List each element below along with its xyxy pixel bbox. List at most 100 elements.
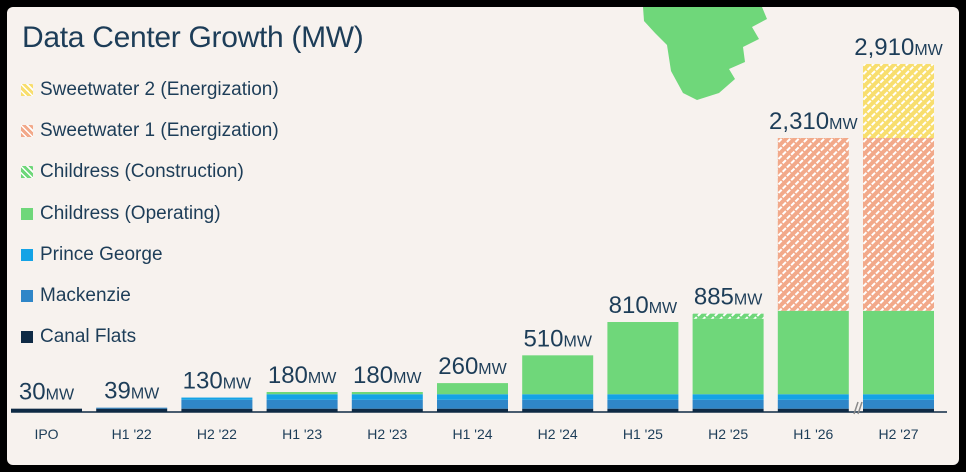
bar-segment-canal-flats bbox=[11, 408, 82, 412]
x-tick-label: H1 '26 bbox=[793, 426, 833, 442]
chart-legend: Sweetwater 2 (Energization) Sweetwater 1 … bbox=[21, 69, 279, 358]
x-tick-label: H1 '24 bbox=[452, 426, 492, 442]
bar-segment-prince-george bbox=[777, 394, 849, 400]
legend-label: Sweetwater 2 (Energization) bbox=[40, 78, 279, 100]
bar-segment-sweetwater-1-energization bbox=[777, 138, 849, 311]
bar-h2-27: 2,910MW H2 '27 bbox=[854, 34, 943, 442]
data-label-total: 885MW bbox=[694, 284, 763, 311]
bar-segment-mackenzie bbox=[777, 399, 849, 409]
legend-swatch bbox=[21, 124, 33, 137]
bar-segment-prince-george bbox=[351, 394, 423, 400]
bar-segment-mackenzie bbox=[522, 399, 594, 409]
texas-map-shape bbox=[643, 7, 767, 100]
bar-segment-mackenzie bbox=[351, 399, 423, 409]
bar-segment-canal-flats bbox=[522, 408, 594, 412]
bar-ipo: 30MW IPO bbox=[11, 379, 82, 442]
x-tick-label: H1 '25 bbox=[623, 426, 663, 442]
chart-title: Data Center Growth (MW) bbox=[22, 21, 364, 54]
bar-segment-sweetwater-2-energization bbox=[863, 63, 934, 139]
x-tick-label: H2 '22 bbox=[197, 426, 237, 442]
bar-segment-canal-flats bbox=[863, 408, 934, 412]
bar-segment-childress-operating bbox=[351, 392, 423, 395]
legend-label: Prince George bbox=[40, 243, 163, 265]
bar-h1-22: 39MW H1 '22 bbox=[96, 378, 168, 442]
x-tick-label: H2 '23 bbox=[367, 426, 407, 442]
data-label-total: 260MW bbox=[438, 353, 507, 380]
bar-segment-childress-operating bbox=[863, 310, 934, 395]
legend-item-sweetwater-2-energization: Sweetwater 2 (Energization) bbox=[21, 69, 279, 110]
data-label-total: 39MW bbox=[104, 378, 160, 405]
chart-panel: Data Center Growth (MW) Sweetwater 2 (En… bbox=[7, 7, 959, 465]
bar-segment-mackenzie bbox=[96, 407, 168, 409]
bar-segment-prince-george bbox=[863, 394, 934, 400]
legend-label: Canal Flats bbox=[40, 326, 137, 348]
bar-h2-23: 180MW H2 '23 bbox=[351, 362, 423, 442]
legend-swatch bbox=[21, 207, 33, 220]
bar-segment-canal-flats bbox=[351, 408, 423, 412]
legend-item-mackenzie: Mackenzie bbox=[21, 275, 279, 316]
bar-h1-24: 260MW H1 '24 bbox=[437, 353, 508, 442]
bar-h2-25: 885MW H2 '25 bbox=[692, 284, 764, 442]
bar-segment-canal-flats bbox=[607, 408, 679, 412]
x-tick-label: H2 '24 bbox=[538, 426, 578, 442]
bar-segment-canal-flats bbox=[692, 408, 764, 412]
legend-label: Childress (Construction) bbox=[40, 161, 244, 183]
data-label-total: 30MW bbox=[19, 379, 75, 406]
legend-item-prince-george: Prince George bbox=[21, 234, 279, 275]
legend-item-canal-flats: Canal Flats bbox=[21, 317, 279, 358]
bar-segment-prince-george bbox=[692, 394, 764, 400]
bar-segment-childress-operating bbox=[437, 383, 508, 395]
legend-item-sweetwater-1-energization: Sweetwater 1 (Energization) bbox=[21, 110, 279, 151]
x-tick-label: H1 '22 bbox=[112, 426, 152, 442]
bar-segment-childress-construction bbox=[692, 313, 764, 319]
legend-swatch bbox=[21, 331, 33, 344]
bar-segment-canal-flats bbox=[181, 408, 253, 412]
bar-segment-mackenzie bbox=[607, 399, 679, 409]
axis-break-mark bbox=[853, 401, 863, 415]
bar-segment-prince-george bbox=[607, 394, 679, 400]
data-label-total: 510MW bbox=[523, 325, 592, 352]
bar-segment-canal-flats bbox=[96, 408, 168, 412]
data-label-total: 2,910MW bbox=[854, 34, 943, 61]
bar-segment-childress-operating bbox=[692, 318, 764, 395]
bar-segment-childress-operating bbox=[777, 310, 849, 395]
x-tick-label: H2 '25 bbox=[708, 426, 748, 442]
bar-segment-mackenzie bbox=[863, 399, 934, 409]
bar-segment-prince-george bbox=[522, 394, 594, 400]
bar-segment-prince-george bbox=[437, 394, 508, 400]
legend-item-childress-operating: Childress (Operating) bbox=[21, 193, 279, 234]
x-tick-label: H2 '27 bbox=[878, 426, 918, 442]
bar-segment-mackenzie bbox=[181, 399, 253, 409]
bar-segment-mackenzie bbox=[692, 399, 764, 409]
bar-segment-childress-operating bbox=[266, 392, 338, 395]
bar-h2-24: 510MW H2 '24 bbox=[522, 325, 594, 442]
bar-segment-canal-flats bbox=[437, 408, 508, 412]
bar-h1-25: 810MW H1 '25 bbox=[607, 292, 679, 442]
legend-swatch bbox=[21, 83, 33, 96]
x-tick-label: IPO bbox=[34, 426, 58, 442]
legend-item-childress-construction: Childress (Construction) bbox=[21, 152, 279, 193]
legend-swatch bbox=[21, 290, 33, 303]
x-tick-label: H1 '23 bbox=[282, 426, 322, 442]
data-label-total: 180MW bbox=[353, 362, 422, 389]
legend-label: Mackenzie bbox=[40, 285, 131, 307]
bar-h2-22: 130MW H2 '22 bbox=[181, 368, 253, 442]
bar-h1-23: 180MW H1 '23 bbox=[266, 362, 338, 442]
data-label-total: 810MW bbox=[609, 292, 678, 319]
bar-segment-mackenzie bbox=[437, 399, 508, 409]
legend-swatch bbox=[21, 166, 33, 179]
legend-swatch bbox=[21, 248, 33, 261]
bar-segment-canal-flats bbox=[266, 408, 338, 412]
legend-label: Sweetwater 1 (Energization) bbox=[40, 119, 279, 141]
legend-label: Childress (Operating) bbox=[40, 202, 221, 224]
bar-segment-mackenzie bbox=[266, 399, 338, 409]
data-label-total: 2,310MW bbox=[769, 108, 858, 135]
bar-segment-prince-george bbox=[181, 397, 253, 400]
bar-h1-26: 2,310MW H1 '26 bbox=[769, 108, 858, 442]
bar-segment-childress-operating bbox=[607, 322, 679, 395]
bar-segment-prince-george bbox=[266, 394, 338, 400]
data-label-total: 130MW bbox=[183, 368, 252, 395]
bar-segment-canal-flats bbox=[777, 408, 849, 412]
bar-segment-sweetwater-1-energization bbox=[863, 138, 934, 311]
bar-segment-childress-operating bbox=[522, 355, 594, 395]
